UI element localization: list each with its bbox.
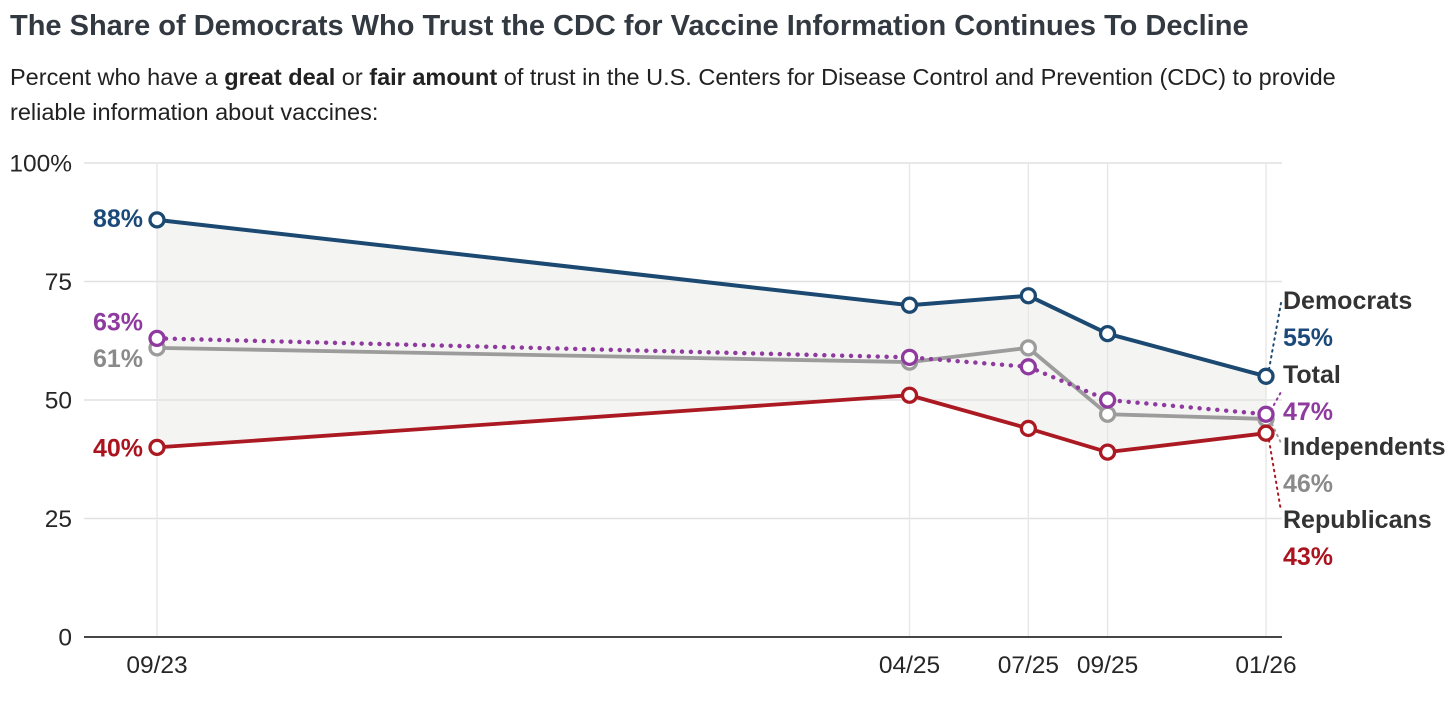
subtitle-text-suffix: of trust in the U.S. Centers for Disease… <box>10 64 1336 126</box>
y-tick-label-100: 100% <box>9 151 72 178</box>
marker-democrats-07/25 <box>1019 287 1038 305</box>
end-label-value-republicans: 43% <box>1283 543 1333 571</box>
x-tick-label-09/23: 09/23 <box>126 652 187 679</box>
marker-republicans-07/25 <box>1019 419 1038 438</box>
subtitle-text-mid: or <box>335 64 370 91</box>
y-tick-label-75: 75 <box>45 269 72 296</box>
marker-republicans-09/25 <box>1098 443 1117 461</box>
x-tick-label-09/25: 09/25 <box>1077 652 1138 679</box>
end-label-value-independents: 46% <box>1283 470 1333 498</box>
marker-democrats-01/26 <box>1257 367 1275 385</box>
x-tick-label-01/26: 01/26 <box>1235 652 1296 679</box>
marker-independents-07/25 <box>1019 339 1038 357</box>
leader-line-republicans <box>1268 439 1282 512</box>
x-tick-label-07/25: 07/25 <box>998 652 1059 679</box>
leader-line-democrats <box>1268 302 1282 371</box>
chart-subtitle: Percent who have a great deal or fair am… <box>10 60 1408 130</box>
y-tick-label-50: 50 <box>45 388 72 415</box>
end-label-name-republicans: Republicans <box>1283 506 1432 534</box>
start-label-democrats: 88% <box>93 205 143 233</box>
marker-republicans-01/26 <box>1257 424 1275 442</box>
trust-line-chart: 0 25 50 75 100% 09/23 04/25 07/25 09/25 01/26 88% 6… <box>9 151 1446 680</box>
subtitle-bold-fair-amount: fair amount <box>369 64 498 91</box>
marker-total-09/25 <box>1098 391 1117 409</box>
end-label-value-democrats: 55% <box>1283 324 1333 352</box>
leader-line-total <box>1270 391 1282 412</box>
marker-republicans-09/23 <box>148 438 166 457</box>
chart-header: The Share of Democrats Who Trust the CDC… <box>0 0 1456 130</box>
start-label-republicans: 40% <box>93 434 143 462</box>
y-tick-label-25: 25 <box>45 506 72 533</box>
chart-title: The Share of Democrats Who Trust the CDC… <box>10 10 1249 42</box>
band-fill <box>157 219 1266 453</box>
end-label-value-total: 47% <box>1283 398 1333 426</box>
marker-total-04/25 <box>900 348 919 366</box>
marker-total-09/23 <box>148 329 166 348</box>
marker-democrats-09/25 <box>1098 324 1117 343</box>
subtitle-bold-great-deal: great deal <box>224 64 336 91</box>
leader-line-independents <box>1271 422 1282 444</box>
marker-total-01/26 <box>1257 405 1275 423</box>
marker-democrats-09/23 <box>148 211 166 229</box>
end-label-name-democrats: Democrats <box>1283 287 1412 315</box>
x-tick-label-04/25: 04/25 <box>879 652 940 679</box>
marker-total-07/25 <box>1019 358 1038 376</box>
end-label-name-independents: Independents <box>1283 433 1446 461</box>
marker-republicans-04/25 <box>900 386 919 404</box>
end-label-name-total: Total <box>1283 361 1341 389</box>
subtitle-text: Percent who have a <box>10 64 225 91</box>
start-label-total: 63% <box>93 308 143 336</box>
marker-independents-09/25 <box>1098 405 1117 423</box>
start-label-independents: 61% <box>93 345 143 373</box>
y-tick-label-0: 0 <box>58 625 72 652</box>
marker-democrats-04/25 <box>900 296 919 314</box>
